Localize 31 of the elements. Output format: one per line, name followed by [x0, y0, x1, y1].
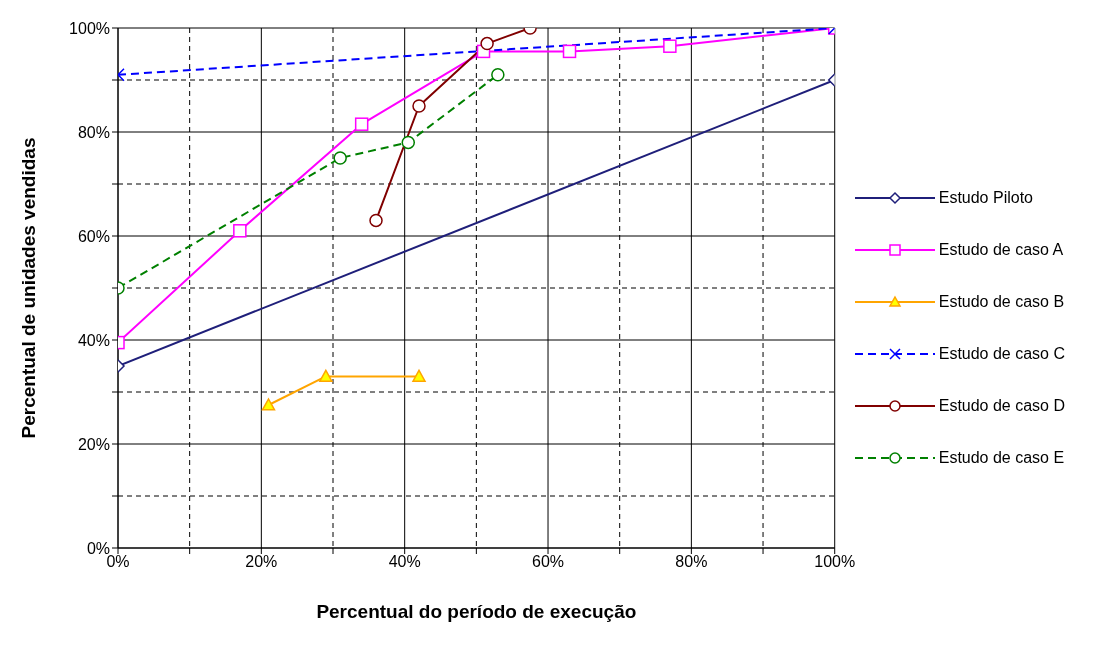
point [491, 68, 505, 82]
x-tick-label: 0% [106, 553, 130, 571]
point [354, 117, 369, 131]
legend-label: Estudo de caso C [938, 345, 1065, 363]
point [480, 36, 494, 51]
point [369, 213, 383, 228]
y-tick-label: 40% [77, 331, 110, 349]
y-tick-label: 20% [77, 435, 110, 453]
point [412, 369, 426, 382]
legend-label: Estudo de caso E [938, 449, 1065, 467]
x-tick-label: 100% [814, 553, 856, 571]
point [333, 151, 347, 165]
point [233, 224, 247, 238]
point [401, 135, 416, 150]
y-tick-label: 100% [69, 19, 110, 37]
y-tick-label: 80% [77, 123, 110, 141]
y-axis-title: Percentual de unidades vendidas [17, 137, 39, 439]
y-tick-label: 60% [77, 227, 110, 245]
legend-label: Estudo de caso B [938, 293, 1065, 311]
legend-label: Estudo de caso A [938, 241, 1064, 259]
legend-label: Estudo Piloto [938, 189, 1033, 207]
point [562, 44, 577, 59]
x-tick-label: 20% [245, 553, 278, 571]
point [261, 398, 276, 411]
x-tick-label: 60% [532, 553, 565, 571]
x-tick-label: 80% [675, 553, 708, 571]
x-tick-label: 40% [388, 553, 421, 571]
legend-label: Estudo de caso D [938, 397, 1065, 415]
point [412, 99, 426, 113]
point [319, 369, 333, 382]
x-axis-title: Percentual do período de execução [316, 601, 637, 622]
